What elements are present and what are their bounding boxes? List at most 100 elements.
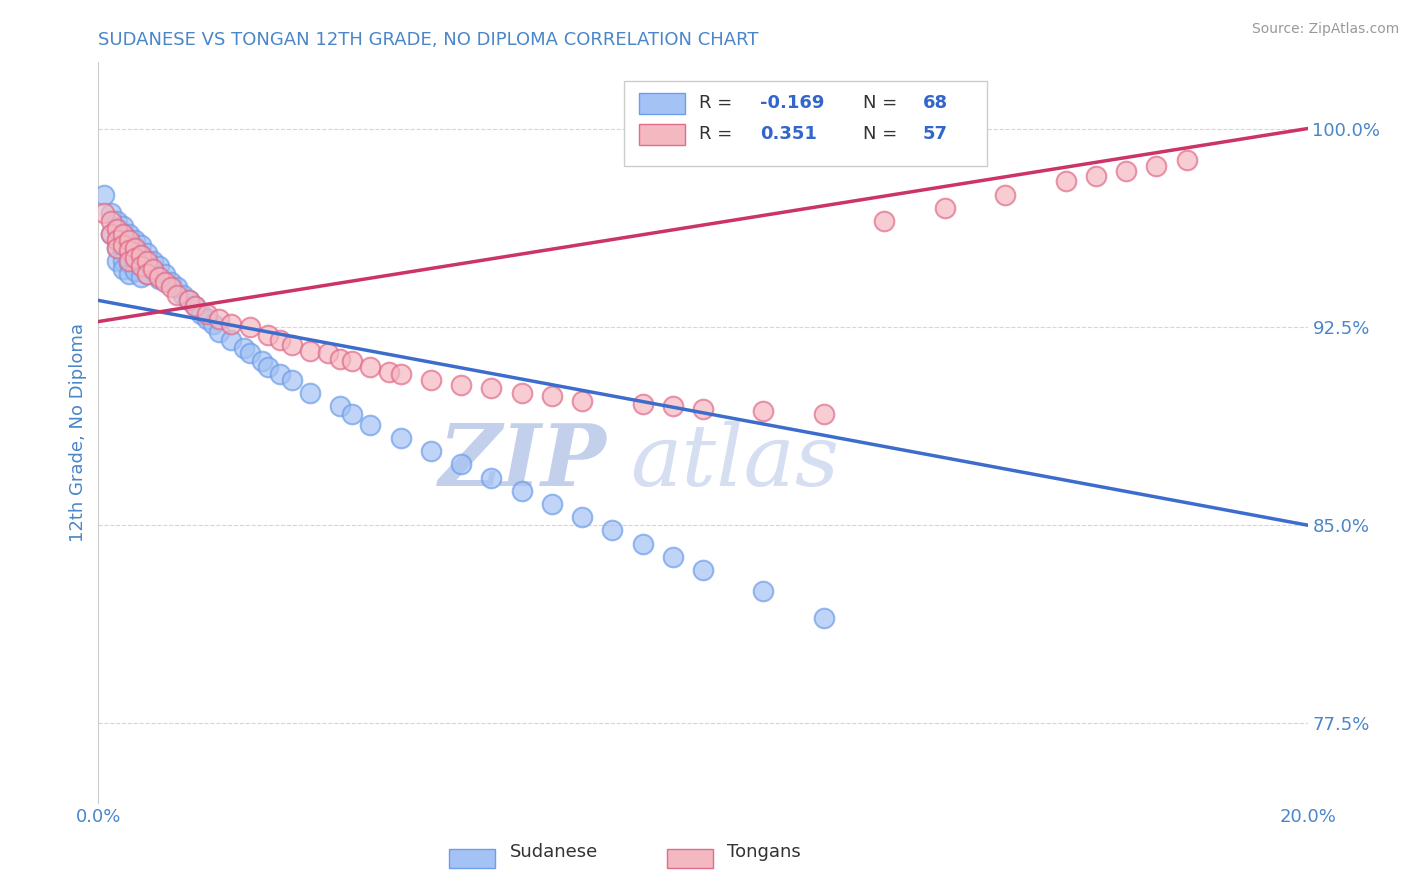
Point	[269, 368, 291, 382]
Point	[239, 319, 262, 334]
Point	[571, 393, 593, 408]
Point	[111, 227, 134, 242]
Point	[105, 253, 128, 268]
Text: R =: R =	[699, 95, 738, 112]
Point	[481, 470, 503, 484]
Point	[135, 253, 157, 268]
Point	[124, 240, 146, 255]
Point	[153, 275, 176, 289]
Point	[389, 431, 412, 445]
Point	[124, 253, 146, 268]
Point	[105, 233, 128, 247]
Point	[510, 483, 533, 498]
Point	[111, 219, 134, 234]
Point	[450, 378, 472, 392]
Y-axis label: 12th Grade, No Diploma: 12th Grade, No Diploma	[69, 323, 87, 542]
Point	[299, 386, 322, 401]
Point	[160, 280, 183, 294]
Point	[118, 238, 141, 252]
Point	[118, 245, 141, 260]
Point	[540, 497, 562, 511]
Point	[160, 275, 183, 289]
Point	[329, 351, 352, 366]
Text: N =: N =	[863, 95, 903, 112]
Text: Source: ZipAtlas.com: Source: ZipAtlas.com	[1251, 22, 1399, 37]
Point	[172, 288, 194, 302]
Point	[571, 510, 593, 524]
Point	[256, 359, 278, 374]
Point	[195, 307, 218, 321]
Point	[129, 248, 152, 262]
Point	[105, 233, 128, 247]
Point	[124, 233, 146, 247]
Point	[631, 536, 654, 550]
Point	[994, 187, 1017, 202]
Point	[221, 333, 243, 347]
Point	[100, 206, 122, 220]
Point	[316, 346, 339, 360]
Point	[142, 253, 165, 268]
Point	[135, 267, 157, 281]
Point	[692, 563, 714, 577]
Point	[100, 227, 122, 242]
Text: atlas: atlas	[630, 421, 839, 504]
Point	[195, 312, 218, 326]
Point	[389, 368, 412, 382]
Point	[813, 407, 835, 421]
FancyBboxPatch shape	[666, 848, 713, 868]
Point	[208, 325, 231, 339]
Point	[111, 235, 134, 250]
Point	[692, 401, 714, 416]
Point	[129, 259, 152, 273]
Point	[342, 407, 364, 421]
Point	[1175, 153, 1198, 168]
Point	[105, 222, 128, 236]
Point	[342, 354, 364, 368]
Text: N =: N =	[863, 125, 903, 144]
Text: 68: 68	[924, 95, 948, 112]
Point	[481, 381, 503, 395]
Point	[232, 341, 254, 355]
Point	[184, 299, 207, 313]
Point	[190, 307, 212, 321]
Point	[661, 549, 683, 564]
Point	[1085, 169, 1108, 183]
Point	[148, 272, 170, 286]
Text: Tongans: Tongans	[727, 843, 801, 861]
Point	[105, 222, 128, 236]
Text: ZIP: ZIP	[439, 420, 606, 504]
Point	[105, 214, 128, 228]
Point	[602, 524, 624, 538]
Point	[111, 243, 134, 257]
Point	[148, 259, 170, 273]
Point	[256, 327, 278, 342]
Point	[111, 261, 134, 276]
Point	[166, 280, 188, 294]
Point	[118, 253, 141, 268]
Point	[269, 333, 291, 347]
Point	[100, 214, 122, 228]
Point	[299, 343, 322, 358]
FancyBboxPatch shape	[449, 848, 495, 868]
FancyBboxPatch shape	[638, 93, 685, 113]
FancyBboxPatch shape	[638, 124, 685, 145]
Point	[281, 338, 304, 352]
Point	[142, 264, 165, 278]
Point	[510, 386, 533, 401]
Point	[281, 373, 304, 387]
Point	[1054, 174, 1077, 188]
Point	[179, 293, 201, 308]
Point	[166, 288, 188, 302]
Point	[752, 404, 775, 418]
Point	[873, 214, 896, 228]
Point	[118, 233, 141, 247]
Point	[148, 269, 170, 284]
Point	[129, 269, 152, 284]
FancyBboxPatch shape	[624, 81, 987, 166]
Point	[631, 396, 654, 410]
Point	[813, 610, 835, 624]
Point	[111, 227, 134, 242]
Point	[118, 267, 141, 281]
Point	[661, 399, 683, 413]
Point	[184, 299, 207, 313]
